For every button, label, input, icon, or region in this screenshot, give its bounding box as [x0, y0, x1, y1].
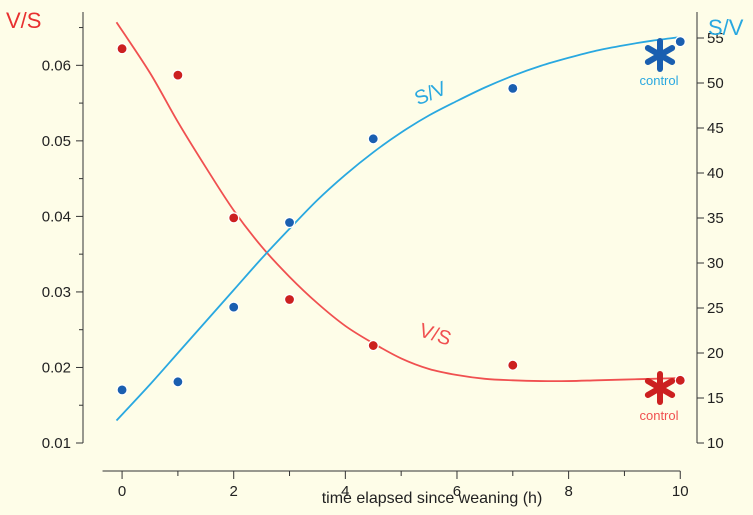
y-right-tick-label: 30 [707, 255, 724, 272]
data-point-vs [367, 339, 379, 352]
data-point-vs [507, 359, 519, 371]
y-right-tick-label: 15 [707, 390, 724, 407]
y-left-tick-label: 0.02 [42, 359, 71, 376]
data-point-vs [283, 293, 296, 306]
data-point-sv [172, 376, 184, 388]
data-point-sv [116, 384, 128, 396]
fit-curve-sv [115, 36, 681, 422]
y-left-tick-label: 0.04 [42, 208, 71, 225]
data-point-sv [674, 35, 686, 48]
curve-label-sv: S/V [412, 77, 451, 110]
y-right-tick-label: 35 [707, 210, 724, 227]
x-tick-label: 10 [672, 483, 689, 500]
control-star-sv-icon [644, 38, 676, 72]
x-tick-label: 2 [230, 483, 238, 500]
data-point-sv [283, 216, 296, 229]
y-right-tick-label: 25 [707, 300, 724, 317]
data-point-vs [116, 43, 128, 55]
fit-curve-vs [115, 21, 681, 383]
y-left-tick-label: 0.01 [42, 435, 71, 452]
y-right-tick-label: 55 [707, 30, 724, 47]
y-left-axis-label: V/S [6, 8, 41, 33]
x-axis-label: time elapsed since weaning (h) [322, 490, 543, 507]
y-right-tick-label: 45 [707, 120, 724, 137]
x-tick-label: 6 [453, 483, 461, 500]
x-tick-label: 8 [564, 483, 572, 500]
data-point-vs [172, 69, 184, 81]
y-left-tick-label: 0.05 [42, 133, 71, 150]
y-right-tick-label: 20 [707, 345, 724, 362]
y-right-axis-label: S/V [708, 15, 744, 40]
data-point-vs [228, 212, 240, 224]
x-tick-label: 4 [341, 483, 349, 500]
control-label-vs: control [639, 408, 678, 423]
control-label-sv: control [639, 73, 678, 88]
y-left-tick-label: 0.03 [42, 284, 71, 301]
y-right-tick-label: 10 [707, 435, 724, 452]
data-point-sv [228, 301, 240, 313]
y-left-tick-label: 0.06 [42, 57, 71, 74]
x-tick-label: 0 [118, 483, 126, 500]
data-point-vs [674, 374, 686, 386]
data-point-sv [367, 133, 379, 145]
control-star-arm [644, 378, 676, 398]
control-star-vs-icon [644, 371, 676, 405]
y-right-tick-label: 40 [707, 165, 724, 182]
data-point-sv [507, 82, 519, 95]
control-star-arm [644, 45, 676, 65]
curve-label-vs: V/S [416, 320, 453, 351]
y-right-tick-label: 50 [707, 75, 724, 92]
